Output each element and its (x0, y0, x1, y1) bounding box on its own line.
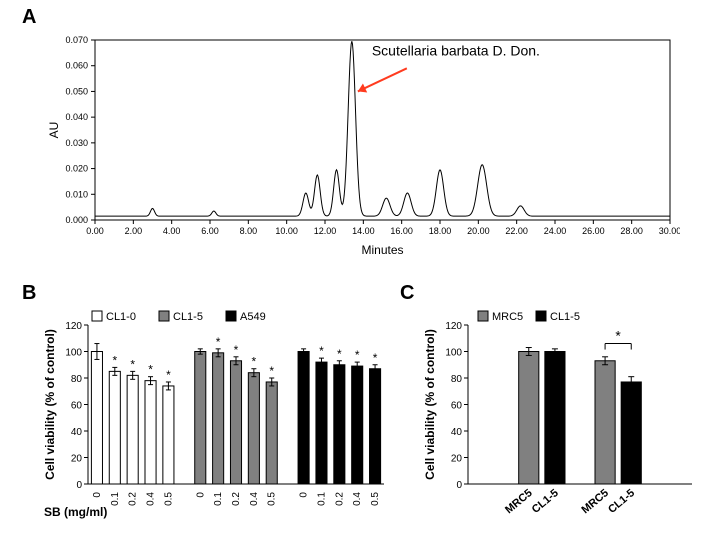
svg-text:MRC5: MRC5 (579, 487, 611, 516)
svg-text:Minutes: Minutes (361, 243, 403, 257)
svg-text:120: 120 (65, 321, 82, 332)
panel-c-chart: 0 20 40 60 80 100 120 Cell viability (% of cont… (420, 305, 700, 530)
svg-text:0.040: 0.040 (65, 112, 88, 122)
svg-text:40: 40 (71, 427, 83, 438)
svg-text:0: 0 (299, 492, 310, 498)
svg-text:Cell viability (% of control): Cell viability (% of control) (423, 329, 437, 480)
svg-text:0.020: 0.020 (65, 164, 88, 174)
svg-text:22.00: 22.00 (505, 226, 528, 236)
svg-text:100: 100 (65, 348, 82, 359)
svg-text:*: * (112, 353, 117, 367)
svg-text:0: 0 (92, 492, 103, 498)
svg-text:0.2: 0.2 (128, 492, 139, 506)
svg-text:18.00: 18.00 (429, 226, 452, 236)
panel-b-label: B (22, 282, 36, 305)
svg-text:60: 60 (451, 401, 463, 412)
svg-text:*: * (355, 348, 360, 362)
svg-text:12.00: 12.00 (314, 226, 337, 236)
svg-text:SB (mg/ml): SB (mg/ml) (44, 505, 107, 519)
svg-text:0.1: 0.1 (213, 492, 224, 506)
svg-text:14.00: 14.00 (352, 226, 375, 236)
svg-text:0.1: 0.1 (316, 492, 327, 506)
svg-text:10.00: 10.00 (275, 226, 298, 236)
svg-text:40: 40 (451, 427, 463, 438)
svg-text:20: 20 (71, 454, 83, 465)
svg-text:CL1-5: CL1-5 (173, 311, 203, 323)
svg-text:0.4: 0.4 (352, 492, 363, 506)
svg-text:0.060: 0.060 (65, 61, 88, 71)
svg-text:0.000: 0.000 (65, 215, 88, 225)
svg-text:*: * (252, 355, 257, 369)
svg-text:CL1-5: CL1-5 (530, 487, 561, 516)
svg-text:Cell viability (% of control): Cell viability (% of control) (43, 329, 57, 480)
svg-text:MRC5: MRC5 (503, 487, 535, 516)
svg-text:0.1: 0.1 (110, 492, 121, 506)
svg-text:28.00: 28.00 (620, 226, 643, 236)
svg-text:0.2: 0.2 (334, 492, 345, 506)
svg-text:0.4: 0.4 (249, 492, 260, 506)
panel-b-chart: 0 20 40 60 80 100 120 Cell viability (% of cont… (40, 305, 390, 530)
svg-text:*: * (130, 357, 135, 371)
svg-text:20: 20 (451, 454, 463, 465)
svg-text:0: 0 (76, 480, 82, 491)
svg-text:CL1-5: CL1-5 (550, 311, 580, 323)
panel-a-chart: 0.000 0.010 0.020 0.030 0.040 0.050 0.060 0.070… (40, 30, 680, 260)
svg-text:*: * (166, 368, 171, 382)
svg-text:*: * (216, 335, 221, 349)
svg-text:A549: A549 (240, 311, 266, 323)
svg-text:80: 80 (71, 374, 83, 385)
svg-text:*: * (373, 351, 378, 365)
svg-text:8.00: 8.00 (240, 226, 258, 236)
svg-text:0.4: 0.4 (146, 492, 157, 506)
svg-text:0.070: 0.070 (65, 35, 88, 45)
svg-text:0.2: 0.2 (231, 492, 242, 506)
svg-text:0.030: 0.030 (65, 138, 88, 148)
svg-text:0: 0 (456, 480, 462, 491)
svg-text:20.00: 20.00 (467, 226, 490, 236)
svg-text:CL1-5: CL1-5 (606, 487, 637, 516)
svg-text:4.00: 4.00 (163, 226, 181, 236)
svg-text:0.00: 0.00 (86, 226, 104, 236)
svg-text:30.00: 30.00 (659, 226, 680, 236)
svg-text:*: * (319, 344, 324, 358)
svg-text:0.050: 0.050 (65, 86, 88, 96)
svg-text:26.00: 26.00 (582, 226, 605, 236)
svg-text:*: * (615, 328, 621, 344)
svg-text:0: 0 (195, 492, 206, 498)
svg-text:16.00: 16.00 (390, 226, 413, 236)
svg-text:MRC5: MRC5 (492, 311, 523, 323)
svg-text:6.00: 6.00 (201, 226, 219, 236)
svg-text:120: 120 (445, 321, 462, 332)
svg-text:80: 80 (451, 374, 463, 385)
svg-text:0.010: 0.010 (65, 189, 88, 199)
svg-text:100: 100 (445, 348, 462, 359)
svg-text:*: * (234, 343, 239, 357)
svg-text:0.5: 0.5 (370, 492, 381, 506)
svg-text:CL1-0: CL1-0 (106, 311, 136, 323)
svg-text:*: * (337, 347, 342, 361)
svg-text:0.5: 0.5 (163, 492, 174, 506)
figure-stage: A B C 0.0000.0100.0200.0300.0400.0500.06… (0, 0, 720, 540)
panel-a-label: A (22, 6, 36, 29)
svg-text:2.00: 2.00 (125, 226, 143, 236)
svg-text:0.5: 0.5 (267, 492, 278, 506)
panel-c-label: C (400, 282, 414, 305)
svg-text:60: 60 (71, 401, 83, 412)
svg-text:Scutellaria barbata D. Don.: Scutellaria barbata D. Don. (372, 42, 540, 58)
svg-text:*: * (269, 364, 274, 378)
svg-text:*: * (148, 363, 153, 377)
svg-text:AU: AU (47, 122, 61, 139)
svg-text:24.00: 24.00 (544, 226, 567, 236)
